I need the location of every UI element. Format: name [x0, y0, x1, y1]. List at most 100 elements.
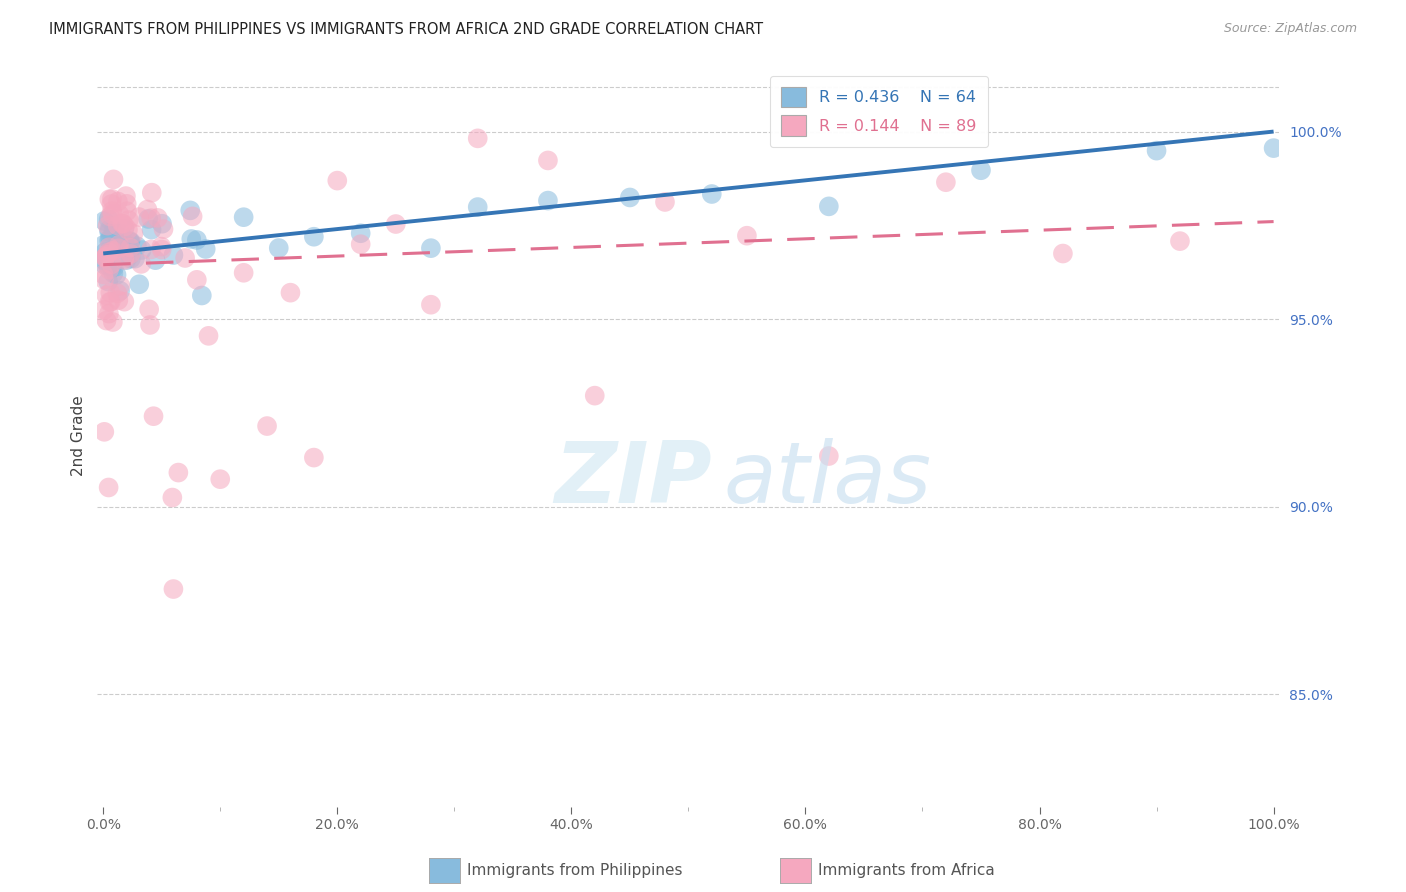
Point: [181, 210, 204, 224]
Point: [326, 173, 349, 187]
Point: [139, 211, 162, 226]
Point: [97, 307, 120, 321]
Point: [107, 293, 129, 308]
Point: [419, 241, 441, 255]
Point: [350, 226, 373, 240]
Point: [232, 266, 254, 280]
Point: [186, 273, 208, 287]
Point: [537, 153, 560, 168]
Point: [98, 262, 121, 277]
Point: [162, 582, 184, 596]
Point: [167, 466, 190, 480]
Point: [98, 223, 121, 237]
Point: [139, 243, 162, 257]
Point: [150, 239, 173, 253]
Point: [120, 247, 142, 261]
Point: [162, 491, 184, 505]
Point: [350, 237, 373, 252]
Point: [101, 260, 124, 275]
Point: [115, 204, 138, 219]
Point: [94, 251, 117, 265]
Point: [256, 419, 278, 434]
Point: [94, 245, 117, 260]
Point: [93, 214, 115, 228]
Point: [209, 472, 232, 486]
Point: [111, 216, 134, 230]
Point: [107, 219, 129, 233]
Point: [115, 196, 138, 211]
Point: [101, 315, 124, 329]
Point: [115, 189, 138, 203]
Point: [120, 235, 142, 249]
Point: [108, 237, 131, 252]
Point: [818, 199, 841, 213]
Point: [100, 294, 122, 309]
Point: [142, 409, 165, 424]
Point: [186, 233, 208, 247]
Point: [96, 249, 118, 263]
Legend: R = 0.436    N = 64, R = 0.144    N = 89: R = 0.436 N = 64, R = 0.144 N = 89: [769, 76, 988, 147]
Point: [194, 242, 217, 256]
Point: [93, 302, 115, 317]
Point: [94, 250, 117, 264]
Point: [1168, 234, 1191, 248]
Point: [136, 202, 159, 217]
Point: [124, 252, 146, 266]
Point: [100, 197, 122, 211]
Point: [619, 190, 641, 204]
Point: [302, 229, 325, 244]
Point: [103, 223, 125, 237]
Point: [128, 277, 150, 292]
Point: [110, 226, 132, 240]
Point: [114, 235, 136, 250]
Point: [96, 251, 118, 265]
Point: [98, 192, 121, 206]
Point: [419, 298, 441, 312]
Point: [117, 223, 139, 237]
Point: [128, 210, 150, 224]
Point: [96, 313, 118, 327]
Point: [108, 235, 131, 250]
Point: [267, 241, 290, 255]
Point: [103, 242, 125, 256]
Point: [103, 172, 125, 186]
Point: [122, 227, 145, 241]
Point: [97, 481, 120, 495]
Point: [105, 268, 128, 282]
Point: [537, 194, 560, 208]
Point: [1263, 141, 1285, 155]
Point: [180, 232, 202, 246]
Point: [101, 192, 124, 206]
Point: [107, 241, 129, 255]
Point: [103, 260, 125, 275]
Point: [93, 258, 115, 272]
Point: [105, 286, 128, 301]
Point: [114, 219, 136, 234]
Point: [174, 251, 197, 265]
Point: [98, 233, 121, 247]
Point: [191, 288, 214, 302]
Point: [1146, 144, 1168, 158]
Point: [97, 212, 120, 227]
Point: [98, 231, 121, 245]
Point: [935, 175, 957, 189]
Point: [735, 228, 758, 243]
Point: [120, 241, 142, 255]
Point: [112, 294, 135, 309]
Point: [120, 252, 142, 266]
Point: [467, 200, 489, 214]
Point: [112, 252, 135, 267]
Point: [120, 235, 142, 249]
Point: [93, 268, 115, 282]
Point: [98, 240, 121, 254]
Point: [146, 211, 169, 225]
Point: [125, 239, 148, 253]
Point: [385, 217, 408, 231]
Point: [150, 217, 173, 231]
Text: Immigrants from Africa: Immigrants from Africa: [818, 863, 995, 878]
Point: [129, 257, 152, 271]
Point: [111, 217, 134, 231]
Point: [136, 211, 159, 226]
Point: [96, 219, 118, 233]
Point: [98, 245, 121, 260]
